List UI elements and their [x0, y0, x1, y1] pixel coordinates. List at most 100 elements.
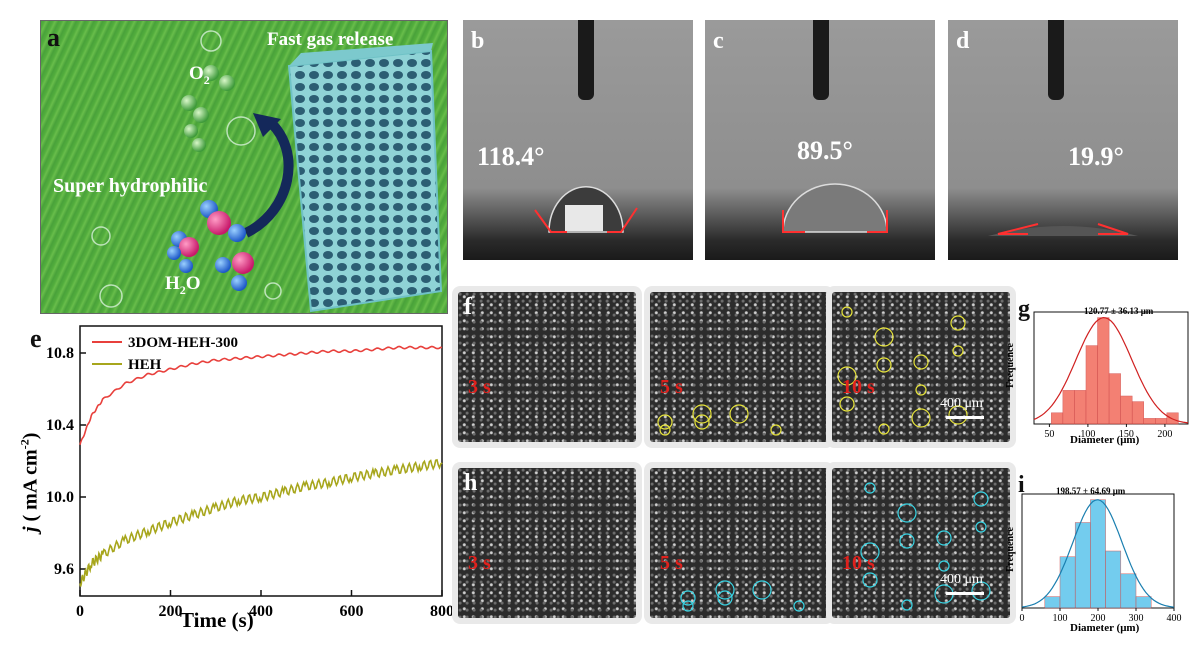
bubble-circles: [837, 306, 968, 435]
bubble-marker: [864, 482, 876, 494]
x-tick-label: 150: [1119, 429, 1134, 440]
panel-f-label: f: [464, 294, 472, 320]
angle-d: 19.9°: [1068, 142, 1124, 171]
panel-e-label: e: [30, 324, 42, 353]
bubble-circles: [458, 292, 636, 442]
time-label: 3 s: [468, 376, 491, 398]
histogram-bar: [1097, 317, 1110, 425]
panel-g-annotation: 120.77 ± 36.13 μm: [1084, 306, 1154, 316]
fit-curve: [1021, 499, 1175, 608]
histogram-bar: [1074, 390, 1087, 425]
histogram-bar: [1090, 499, 1106, 609]
bubble-marker: [862, 572, 878, 588]
panel-b-label: b: [471, 28, 485, 54]
bubble-marker: [973, 491, 989, 507]
series-line: [79, 458, 443, 587]
bubble-circles: [860, 482, 991, 611]
bubble-photo: 10 s 400 μm: [832, 292, 1010, 442]
bubble-marker: [860, 542, 880, 562]
panel-g-ylabel: Frequence: [1004, 343, 1016, 388]
scale-bar-label: 400 μm: [940, 572, 983, 587]
panel-a-art: [41, 21, 447, 313]
bubble-marker: [729, 404, 749, 424]
y-tick-label: 10.0: [46, 489, 74, 506]
panel-h-label: h: [464, 470, 478, 496]
o2-label: O2: [189, 63, 210, 87]
time-label: 5 s: [660, 376, 683, 398]
bubble-photo: f 3 s: [458, 292, 636, 442]
bubble-marker: [694, 414, 710, 430]
bubble-photo-grid: f 3 s 5 s 10 s 400 μm h 3 s 5 s 10 s 400 μm: [458, 292, 1010, 642]
histogram-bar: [1120, 395, 1133, 425]
y-axis-label: j ( mA cm-2): [17, 432, 42, 533]
histogram-bar: [1059, 556, 1076, 609]
histogram-bar: [1143, 418, 1156, 425]
panel-g-chart: 50 100 150 200: [1033, 311, 1189, 440]
bubble-marker: [897, 503, 917, 523]
x-tick-label: 200: [159, 603, 183, 620]
bubble-photo: h 3 s: [458, 468, 636, 618]
legend-label: HEH: [128, 357, 162, 373]
bubble-circles: [657, 404, 782, 436]
angle-b: 118.4°: [477, 142, 545, 171]
bubble-marker: [878, 423, 890, 435]
contact-angle-panel-b: b 118.4°: [463, 20, 693, 260]
bubble-marker: [952, 345, 964, 357]
bubble-marker: [901, 599, 913, 611]
bubble-photo: 5 s: [650, 468, 828, 618]
panel-d-label: d: [956, 28, 970, 54]
needle: [1048, 20, 1064, 100]
bubble-marker: [874, 327, 894, 347]
panel-e: 0 200 400 600 800 9.6 10.0 10.4 10.8 3DOM-HEH-300…: [0, 318, 460, 642]
x-tick-label: 200: [1157, 429, 1172, 440]
bubble-marker: [680, 590, 696, 606]
time-label: 3 s: [468, 552, 491, 574]
histogram-bar: [1074, 522, 1091, 609]
fast-gas-release-title: Fast gas release: [267, 29, 394, 50]
bubble-marker: [770, 424, 782, 436]
x-tick-label: 600: [340, 603, 364, 620]
bubble-marker: [841, 306, 853, 318]
x-tick-label: 0: [76, 603, 84, 620]
bubble-marker: [975, 521, 987, 533]
time-label: 10 s: [842, 552, 875, 574]
panel-c-label: c: [713, 28, 724, 54]
bubble-photo: 10 s 400 μm: [832, 468, 1010, 618]
foam-block-front: [287, 49, 443, 313]
bubble-marker: [692, 404, 712, 424]
angle-c: 89.5°: [797, 136, 853, 165]
bubble-marker: [657, 414, 673, 430]
bubble-marker: [915, 384, 927, 396]
histogram-bar: [1131, 401, 1144, 425]
histogram-bar: [1108, 373, 1121, 425]
y-tick-label: 9.6: [54, 561, 74, 578]
panel-g-xlabel: Diameter (μm): [1070, 434, 1140, 446]
droplet-c: [782, 183, 888, 233]
bubble-marker: [971, 581, 991, 601]
super-hydrophilic-label: Super hydrophilic: [53, 175, 208, 197]
histogram-bar: [1085, 345, 1098, 425]
x-tick-label: 200: [1091, 613, 1106, 624]
x-tick-label: 400: [249, 603, 273, 620]
contact-angle-panel-c: c 89.5°: [705, 20, 935, 260]
panel-a-label: a: [47, 23, 60, 52]
bubble-marker: [682, 600, 694, 612]
bubble-marker: [938, 560, 950, 572]
gas-release-arrow: [243, 117, 294, 238]
scale-bar-label: 400 μm: [940, 396, 983, 411]
bubble-marker: [717, 590, 733, 606]
panel-a: a Fast gas release O2 Super hydrophilic …: [40, 20, 448, 314]
foam-block-side: [289, 43, 433, 66]
panel-g: 50 100 150 200 g 120.77 ± 36.13 μm Diameter…: [1004, 292, 1192, 452]
h2o-label: H2O: [165, 273, 201, 297]
histogram-bar: [1135, 596, 1152, 609]
x-tick-label: 100: [1053, 613, 1068, 624]
histogram-bar: [1044, 596, 1061, 609]
panel-i-chart: 0 100 200 300 400: [1020, 493, 1182, 624]
scale-bar: [946, 592, 984, 595]
x-tick-label: 100: [1080, 429, 1095, 440]
x-tick-label: 800: [430, 603, 454, 620]
panel-e-chart: 0 200 400 600 800 9.6 10.0 10.4 10.8 3DOM-HEH-300…: [46, 325, 454, 620]
bubble-marker: [793, 600, 805, 612]
bubble-marker: [715, 580, 735, 600]
